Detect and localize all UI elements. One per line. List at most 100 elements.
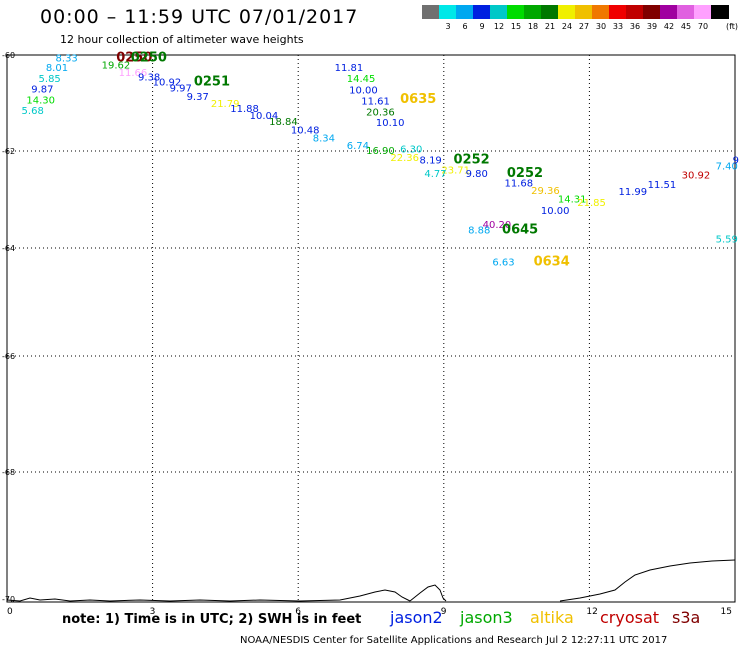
wave-height-label: 9.87 — [31, 85, 53, 96]
legend-label: 21 — [544, 22, 556, 31]
coastline-center — [409, 584, 447, 602]
wave-height-label: 11.99 — [619, 187, 648, 198]
legend-swatch — [490, 5, 508, 19]
wave-height-label: 8.19 — [420, 156, 442, 167]
legend-label: 42 — [663, 22, 675, 31]
map-frame — [6, 54, 736, 603]
lat-label: -62 — [2, 147, 15, 156]
wave-height-label: 9.97 — [170, 84, 192, 95]
wave-height-label: 29.36 — [531, 186, 560, 197]
credit-line: NOAA/NESDIS Center for Satellite Applica… — [240, 635, 668, 646]
wave-height-label: 21.79 — [211, 99, 240, 110]
legend-label: 6 — [462, 22, 468, 31]
wave-height-label: 9.37 — [187, 92, 209, 103]
wave-height-label: 11.68 — [504, 179, 533, 190]
pass-time-label: 0252 — [454, 153, 490, 168]
wave-height-label: 40.20 — [483, 220, 512, 231]
wave-height-label: 18.84 — [269, 117, 298, 128]
wave-height-label: 8.01 — [46, 63, 68, 74]
legend-swatch — [558, 5, 576, 19]
legend-swatch — [660, 5, 678, 19]
pass-time-label: 0634 — [534, 255, 570, 270]
wave-height-label: 8.88 — [468, 226, 490, 237]
wave-height-label: 6.74 — [347, 141, 369, 152]
coastline-right — [559, 559, 736, 602]
pass-time-label: 0252 — [507, 166, 543, 181]
wave-height-label: 11.61 — [361, 97, 390, 108]
lon-label: 15 — [721, 607, 732, 617]
pass-time-label: 0635 — [400, 92, 436, 107]
lat-label: -66 — [2, 352, 15, 361]
wave-height-label: 9.28 — [733, 156, 740, 167]
wave-height-label: 8.34 — [313, 134, 335, 145]
wave-height-label: 14.45 — [347, 74, 376, 85]
wave-height-label: 11.88 — [230, 104, 259, 115]
wave-height-label: 10.00 — [349, 86, 378, 97]
pass-time-label: 0645 — [502, 223, 538, 238]
legend-swatch — [439, 5, 457, 19]
legend-label: 30 — [595, 22, 607, 31]
legend-label: 9 — [479, 22, 485, 31]
lat-label: -64 — [2, 244, 15, 253]
wave-height-label: 9.80 — [466, 169, 488, 180]
lon-label: 9 — [441, 607, 447, 617]
lon-label: 6 — [295, 607, 301, 617]
wave-height-label: 22.36 — [390, 153, 419, 164]
pass-time-label: 0251 — [194, 74, 230, 89]
graticule — [7, 55, 735, 602]
lat-label: -60 — [2, 51, 15, 60]
wave-height-label: 10.04 — [250, 111, 279, 122]
legend-swatch — [677, 5, 695, 19]
legend-swatch — [541, 5, 559, 19]
lat-label: -68 — [2, 468, 15, 477]
lon-label: 0 — [7, 607, 13, 617]
satellite-jason2: jason2 — [390, 608, 443, 627]
wave-height-label: 6.63 — [492, 258, 514, 269]
legend-label: 36 — [629, 22, 641, 31]
legend-unit: (ft) — [726, 22, 739, 31]
wave-height-label: 19.62 — [102, 61, 131, 72]
legend-label: 15 — [510, 22, 522, 31]
wave-height-label: 20.36 — [366, 108, 395, 119]
legend-label: 18 — [527, 22, 539, 31]
wave-height-label: 14.31 — [558, 195, 587, 206]
legend-swatch — [473, 5, 491, 19]
lat-label: -70 — [2, 595, 15, 604]
wave-height-label: 14.30 — [26, 96, 55, 107]
axis-labels: 0 3 6 9 12 15 -60 -62 -64 -66 -68 -70 — [2, 51, 732, 617]
legend-swatch — [456, 5, 474, 19]
wave-height-label: 8.33 — [56, 53, 78, 64]
legend-swatch — [592, 5, 610, 19]
legend-label: 24 — [561, 22, 573, 31]
satellite-altika: altika — [530, 608, 574, 627]
wave-height-label: 10.10 — [376, 118, 405, 129]
footer-note: note: 1) Time is in UTC; 2) SWH is in fe… — [62, 612, 362, 627]
wave-height-label: 10.92 — [153, 77, 182, 88]
legend-label: 39 — [646, 22, 658, 31]
wave-height-label: 21.85 — [577, 198, 606, 209]
coastline-left — [6, 589, 411, 602]
legend-swatch — [422, 5, 440, 19]
wave-height-label: 11.66 — [119, 68, 148, 79]
wave-height-label: 30.92 — [682, 170, 711, 181]
legend-label: 3 — [445, 22, 451, 31]
wave-height-label: 4.77 — [424, 169, 446, 180]
pass-time-label: 0250 — [131, 50, 167, 65]
wave-height-label: 16.90 — [366, 146, 395, 157]
wave-height-label: 7.40 — [716, 162, 738, 173]
wave-height-label: 5.68 — [22, 106, 44, 117]
legend-label: 33 — [612, 22, 624, 31]
wave-height-label: 10.48 — [291, 125, 320, 136]
wave-height-label: 6.30 — [400, 145, 422, 156]
legend-label: 70 — [697, 22, 709, 31]
wave-height-label: 10.00 — [541, 206, 570, 217]
wave-height-label: 9.38 — [138, 73, 160, 84]
lon-label: 12 — [586, 607, 597, 617]
legend-label: 27 — [578, 22, 590, 31]
legend-swatch — [609, 5, 627, 19]
legend-swatch — [694, 5, 712, 19]
satellite-s3a: s3a — [672, 608, 701, 627]
wave-height-label: 5.59 — [716, 234, 738, 245]
